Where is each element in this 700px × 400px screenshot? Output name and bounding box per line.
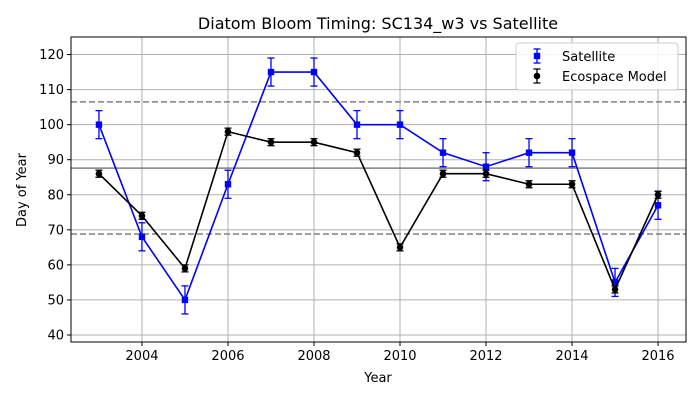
x-tick-label: 2006 (211, 349, 244, 364)
y-axis-title: Day of Year (15, 152, 30, 227)
y-tick-label: 90 (47, 153, 64, 168)
data-point (482, 170, 490, 178)
legend-label: Ecospace Model (562, 70, 667, 85)
data-point (439, 149, 447, 156)
data-point (224, 128, 232, 135)
data-point (267, 138, 275, 146)
legend-label: Satellite (562, 50, 615, 65)
y-tick-label: 100 (39, 118, 64, 133)
y-tick-label: 60 (47, 258, 64, 273)
x-tick-label: 2016 (641, 349, 674, 364)
data-point (482, 163, 490, 170)
legend-marker (533, 52, 541, 60)
data-point (95, 170, 103, 178)
legend-marker (533, 72, 541, 80)
data-point (568, 180, 576, 188)
data-point (310, 138, 318, 146)
data-point (181, 296, 189, 304)
data-point (310, 68, 318, 76)
data-point (611, 279, 619, 286)
data-point (267, 68, 275, 76)
data-point (224, 181, 232, 188)
plot-area-frame (70, 36, 687, 343)
data-point (525, 149, 533, 156)
series (95, 57, 662, 315)
y-tick-label: 40 (47, 328, 64, 343)
series-line (98, 71, 659, 302)
series-satellite (95, 57, 662, 315)
y-tick-label: 80 (47, 188, 64, 203)
data-point (138, 212, 146, 220)
y-tick-label: 110 (39, 83, 64, 98)
data-point (396, 121, 404, 128)
data-point (138, 233, 146, 241)
data-point (181, 265, 189, 272)
data-point (568, 149, 576, 156)
y-tick-label: 70 (47, 223, 64, 238)
legend: Satellite Ecospace Model (515, 42, 679, 91)
series-line (98, 130, 659, 292)
data-point (525, 180, 533, 188)
legend-box (515, 42, 679, 91)
data-point (353, 149, 361, 156)
y-tick-label: 50 (47, 293, 64, 308)
data-point (353, 121, 361, 128)
x-tick-label: 2004 (125, 349, 158, 364)
x-axis-title: Year (363, 371, 392, 386)
data-point (654, 191, 662, 199)
data-point (611, 286, 619, 293)
data-point (95, 121, 103, 128)
chart-title: Diatom Bloom Timing: SC134_w3 vs Satelli… (198, 14, 558, 34)
data-point (654, 202, 662, 209)
reference-lines (71, 101, 686, 235)
series-ecospace-model (95, 127, 662, 294)
data-point (396, 244, 404, 251)
x-tick-label: 2010 (383, 349, 416, 364)
ticks: 2004 2006 2008 2010 2012 2014 2016 40 50 60 70 80 90… (39, 48, 674, 364)
x-tick-label: 2012 (469, 349, 502, 364)
x-tick-label: 2008 (297, 349, 330, 364)
data-point (439, 170, 447, 178)
y-tick-label: 120 (39, 48, 64, 63)
x-tick-label: 2014 (555, 349, 588, 364)
